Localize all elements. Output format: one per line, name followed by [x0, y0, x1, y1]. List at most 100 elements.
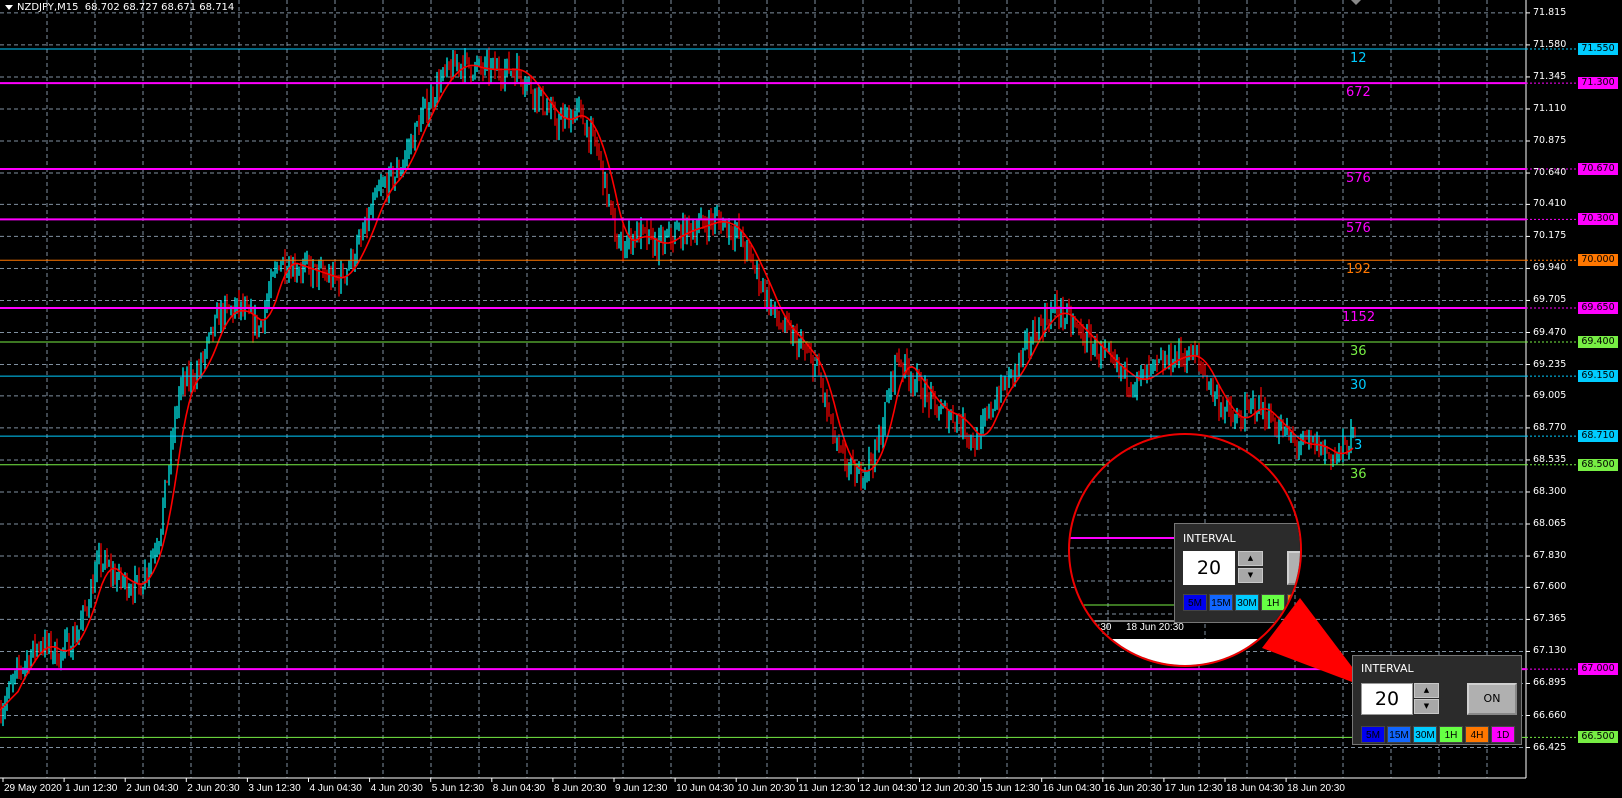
level-price-tag: 66.500 [1578, 731, 1618, 744]
interval-down-arrow-icon[interactable]: ▼ [1414, 699, 1439, 714]
time-axis-label: 12 Jun 20:30 [920, 783, 979, 794]
price-tick-label: 66.425 [1533, 741, 1567, 753]
price-tick-label: 69.470 [1533, 326, 1567, 338]
time-axis-label: 4 Jun 04:30 [309, 783, 362, 794]
level-price-tag: 69.150 [1578, 370, 1618, 383]
tf-button-5m[interactable]: 5M [1361, 726, 1385, 743]
time-axis-label: 8 Jun 04:30 [492, 783, 546, 794]
magnified-interval-value: 20 [1183, 551, 1235, 585]
price-tick-label: 70.410 [1533, 198, 1567, 210]
level-count-label: 192 [1346, 262, 1371, 278]
magnified-interval-title: INTERVAL [1183, 532, 1236, 545]
time-axis-label: 16 Jun 20:30 [1103, 783, 1162, 794]
level-price-tag: 69.650 [1578, 301, 1618, 314]
level-count-label: 672 [1346, 85, 1371, 101]
price-tick-label: 68.770 [1533, 421, 1567, 433]
time-axis-label: 18 Jun 20:30 [1287, 783, 1345, 794]
magnified-tf-5m: 5M [1183, 594, 1207, 611]
time-axis-label: 15 Jun 12:30 [981, 783, 1040, 794]
level-price-tag: 70.670 [1578, 162, 1618, 175]
moving-average-line [0, 64, 1354, 711]
tf-button-1h[interactable]: 1H [1439, 726, 1463, 743]
tf-button-15m[interactable]: 15M [1387, 726, 1411, 743]
time-axis-label: 11 Jun 12:30 [798, 783, 856, 794]
level-price-tag: 71.300 [1578, 77, 1618, 90]
price-tick-label: 66.895 [1533, 677, 1567, 689]
tf-button-30m[interactable]: 30M [1413, 726, 1437, 743]
time-axis-label: 4 Jun 20:30 [370, 783, 423, 794]
time-axis-label: 29 May 2020 [4, 783, 62, 794]
price-tick-label: 70.875 [1533, 135, 1567, 146]
level-count-label: 3 [1354, 438, 1363, 454]
price-tick-label: 68.065 [1533, 518, 1567, 529]
price-tick-label: 67.600 [1533, 581, 1567, 593]
level-count-label: 36 [1350, 466, 1367, 482]
time-axis-label: 5 Jun 12:30 [431, 783, 484, 794]
on-toggle-button[interactable]: ON [1467, 683, 1517, 715]
time-axis-label: 10 Jun 04:30 [676, 783, 734, 794]
scroll-marker-icon [1351, 0, 1361, 5]
level-count-label: 576 [1346, 221, 1371, 237]
symbol-ohlc-text: NZDJPY,M15 68.702 68.727 68.671 68.714 [17, 2, 235, 13]
level-count-label: 12 [1350, 51, 1367, 66]
time-axis-label: 1 Jun 12:30 [65, 783, 118, 794]
time-axis-label: 8 Jun 20:30 [553, 783, 607, 794]
level-price-tag: 67.000 [1578, 663, 1618, 676]
magnified-tf-1h: 1H [1261, 594, 1285, 611]
time-axis-label: 12 Jun 04:30 [859, 783, 918, 794]
price-tick-label: 71.345 [1533, 70, 1567, 82]
time-axis-label: 2 Jun 20:30 [187, 783, 240, 794]
level-price-tag: 71.550 [1578, 43, 1618, 55]
price-tick-label: 67.365 [1533, 613, 1567, 625]
price-tick-label: 69.005 [1533, 389, 1567, 401]
level-count-label: 1152 [1342, 309, 1376, 325]
magnifier-callout: INTERVAL 20 ▲ ▼ 5M 15M 30M 1H 4H 4:30 18… [1068, 433, 1302, 667]
price-tick-label: 69.235 [1533, 358, 1567, 370]
magnified-axis-label: 18 Jun 20:30 [1126, 622, 1184, 633]
level-price-tag: 70.000 [1578, 254, 1618, 267]
magnified-white-strip [1070, 639, 1300, 665]
price-tick-label: 70.640 [1533, 167, 1567, 179]
level-price-tag: 69.400 [1578, 336, 1618, 349]
magnified-interval-panel: INTERVAL 20 ▲ ▼ 5M 15M 30M 1H 4H [1174, 523, 1300, 623]
interval-up-arrow-icon[interactable]: ▲ [1414, 683, 1439, 698]
level-price-tag: 68.500 [1578, 458, 1618, 471]
magnified-up-arrow-icon: ▲ [1238, 551, 1263, 566]
price-tick-label: 66.660 [1533, 709, 1567, 721]
magnified-down-arrow-icon: ▼ [1238, 568, 1263, 583]
price-tick-label: 67.830 [1533, 550, 1567, 562]
level-price-tag: 68.710 [1578, 430, 1618, 443]
price-tick-label: 68.300 [1533, 485, 1567, 497]
interval-title: INTERVAL [1361, 662, 1414, 675]
time-axis-label: 2 Jun 04:30 [126, 783, 179, 794]
tf-button-4h[interactable]: 4H [1465, 726, 1489, 743]
price-tick-label: 71.110 [1533, 102, 1567, 114]
magnified-tf-15m: 15M [1209, 594, 1233, 611]
time-axis-label: 16 Jun 04:30 [1042, 783, 1101, 794]
price-tick-label: 69.940 [1533, 262, 1567, 274]
time-axis-label: 9 Jun 12:30 [615, 783, 668, 794]
magnified-axis-label: 4:30 [1092, 622, 1112, 633]
time-axis-label: 3 Jun 12:30 [248, 783, 301, 794]
level-count-label: 576 [1346, 170, 1371, 186]
magnified-tf-30m: 30M [1235, 594, 1259, 611]
price-tick-label: 71.815 [1533, 6, 1567, 18]
level-count-label: 36 [1350, 344, 1367, 360]
collapse-triangle-icon[interactable] [5, 4, 13, 10]
time-axis-label: 17 Jun 12:30 [1164, 783, 1223, 794]
tf-button-1d[interactable]: 1D [1491, 726, 1515, 743]
price-tick-label: 71.580 [1533, 38, 1567, 50]
time-axis-label: 10 Jun 20:30 [737, 783, 796, 794]
price-tick-label: 69.705 [1533, 294, 1567, 306]
interval-panel: INTERVAL 20 ▲ ▼ ON 5M 15M 30M 1H 4H 1D [1352, 655, 1522, 745]
time-axis-label: 18 Jun 04:30 [1226, 783, 1284, 794]
level-price-tag: 70.300 [1578, 213, 1618, 226]
symbol-header: NZDJPY,M15 68.702 68.727 68.671 68.714 [5, 2, 234, 13]
magnified-on-button [1287, 551, 1300, 585]
price-tick-label: 70.175 [1533, 230, 1567, 242]
level-count-label: 30 [1350, 378, 1367, 394]
price-tick-label: 68.535 [1533, 453, 1567, 465]
magnified-tf-4h: 4H [1287, 594, 1300, 611]
interval-value-input[interactable]: 20 [1361, 683, 1413, 715]
